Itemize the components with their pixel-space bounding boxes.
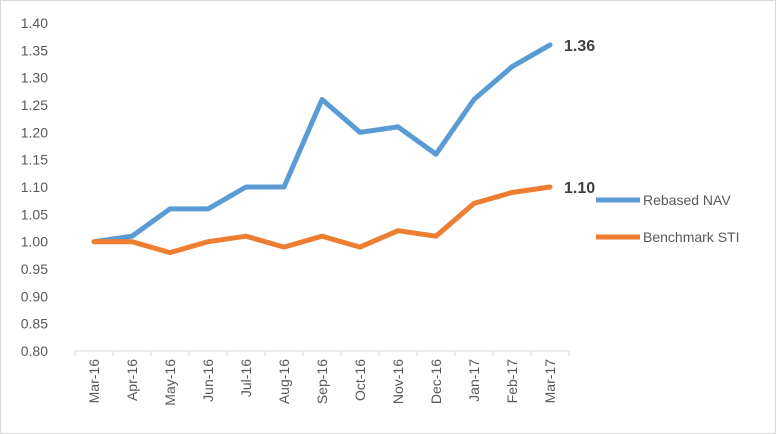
x-tick-label: Aug-16 [276,359,292,404]
y-tick-label: 0.95 [21,261,48,277]
end-labels: 1.36 1.10 [564,38,595,197]
x-tick-label: May-16 [162,359,178,406]
y-tick-label: 0.90 [21,288,48,304]
x-tick-label: Sep-16 [314,359,330,404]
x-tick-label: Jun-16 [200,359,216,402]
x-tick-label: Jul-16 [238,359,254,397]
y-tick-label: 1.15 [21,152,48,168]
end-data-label: 1.10 [564,180,595,197]
legend-label: Rebased NAV [643,192,731,208]
y-tick-label: 1.40 [21,15,48,31]
x-tick-label: Apr-16 [124,359,140,401]
legend: Rebased NAV Benchmark STI [596,192,739,245]
series-line-1 [91,184,553,256]
y-tick-label: 0.80 [21,343,48,359]
x-tick-label: Feb-17 [504,359,520,404]
y-tick-label: 1.25 [21,97,48,113]
series-lines [91,42,553,256]
y-tick-label: 1.35 [21,42,48,58]
x-tick-label: Oct-16 [352,359,368,401]
x-tick-label: Jan-17 [466,359,482,402]
x-tick-label: Dec-16 [428,359,444,404]
y-tick-label: 1.30 [21,70,48,86]
x-tick-label: Mar-16 [86,359,102,404]
y-tick-label: 0.85 [21,316,48,332]
y-tick-label: 1.10 [21,179,48,195]
y-tick-label: 1.05 [21,206,48,222]
legend-label: Benchmark STI [643,229,739,245]
axes: 0.80 0.85 0.90 0.95 1.00 1.05 1.10 1.15 1.20 1.25… [21,15,570,406]
y-tick-label: 1.20 [21,124,48,140]
y-tick-label: 1.00 [21,234,48,250]
series-line-0 [91,42,553,245]
end-data-label: 1.36 [564,38,595,55]
x-tick-label: Mar-17 [542,359,558,404]
x-tick-label: Nov-16 [390,359,406,404]
